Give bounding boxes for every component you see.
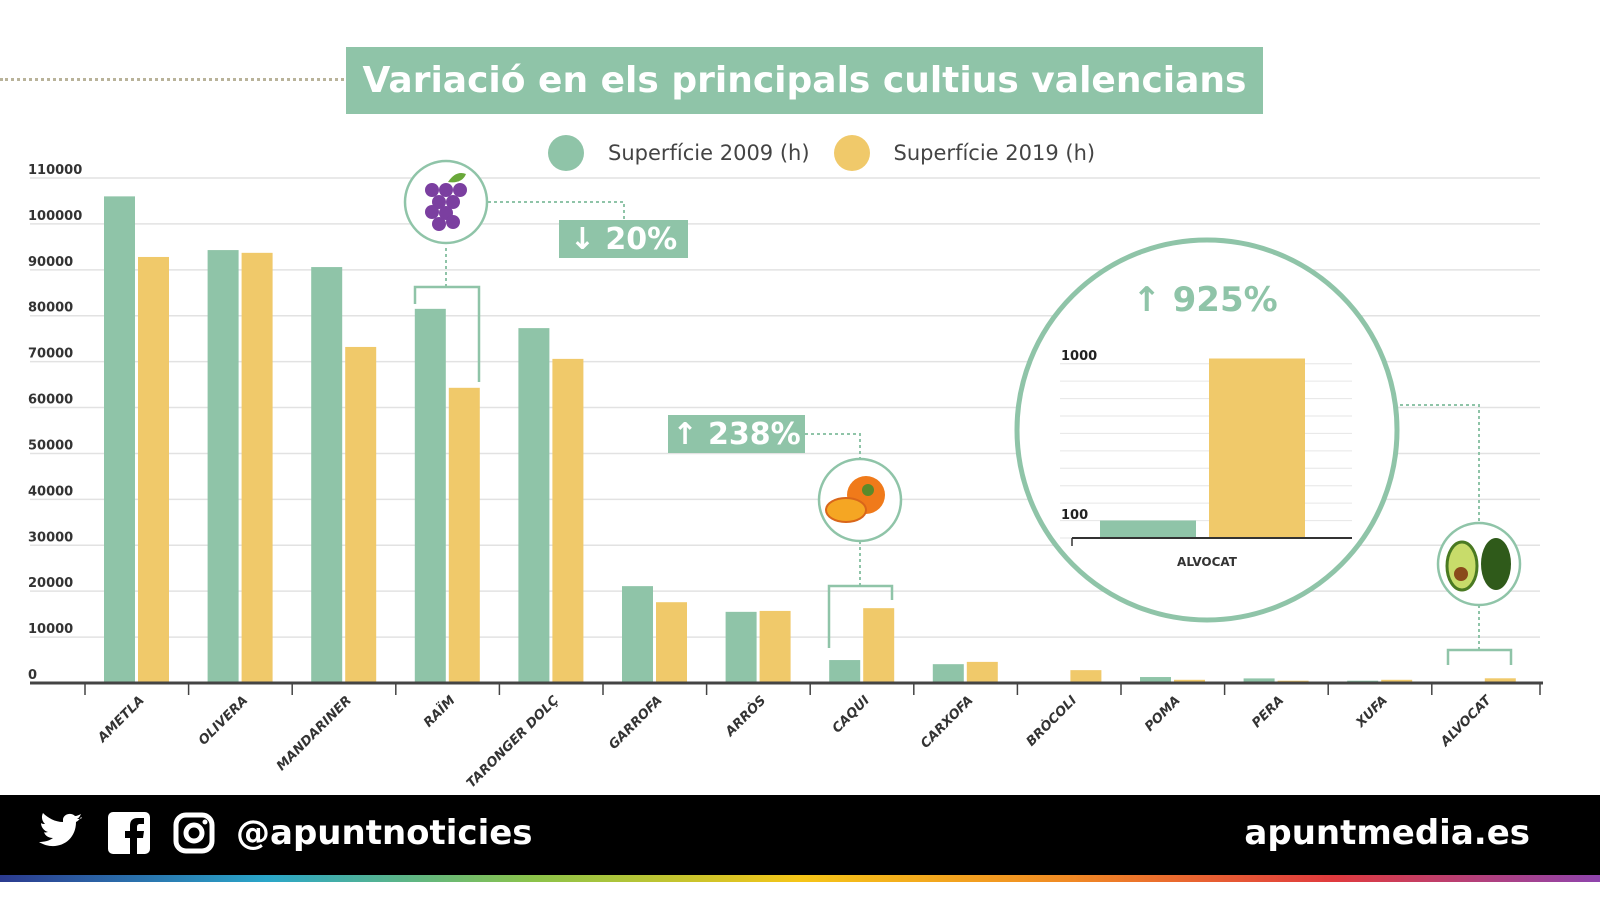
bar-2019 — [448, 387, 480, 683]
y-tick-label: 110000 — [28, 163, 82, 178]
website[interactable]: apuntmedia.es — [1244, 813, 1530, 853]
y-tick-label: 90000 — [28, 255, 73, 270]
bar-2019 — [345, 346, 377, 683]
avocado-icon — [1445, 538, 1511, 592]
inset-y-tick-label: 1000 — [1061, 349, 1097, 364]
grape — [446, 195, 460, 209]
legend-swatch-2019 — [833, 135, 870, 171]
inset-bar-2009 — [1100, 520, 1196, 538]
y-tick-label: 80000 — [28, 301, 73, 316]
y-tick-label: 40000 — [28, 484, 73, 499]
bar-2019 — [656, 602, 687, 683]
bar-2019 — [863, 608, 895, 683]
instagram-icon[interactable] — [173, 812, 215, 854]
bar-chart: 0 10000 20000 30000 40000 50000 60000 70000 8000… — [28, 159, 1543, 791]
legend-label-2009: Superfície 2009 (h) — [608, 141, 810, 165]
x-tick-label: RAÏM — [420, 692, 458, 730]
y-tick-label: 100000 — [28, 209, 82, 224]
x-tick-label: TARONGER DOLÇ — [464, 693, 562, 791]
x-tick-label: GARROFA — [606, 693, 665, 752]
annotation-raim-text: 20% — [605, 221, 678, 257]
annotation-alvocat: ↑ 925% — [1132, 280, 1278, 320]
grape — [425, 183, 439, 197]
bar-2019 — [138, 256, 169, 683]
avocado-half — [1445, 540, 1479, 592]
bar-2009 — [104, 196, 135, 683]
x-tick-label: ARRÒS — [721, 693, 769, 741]
grape — [439, 183, 453, 197]
bar-2009 — [932, 664, 964, 683]
footer: @apuntnoticies apuntmedia.es — [0, 795, 1600, 875]
annotation-raim: ↓ 20% — [559, 220, 688, 258]
grape — [446, 215, 460, 229]
bar-2019 — [1381, 679, 1413, 683]
y-tick-label: 70000 — [28, 347, 73, 362]
facebook-icon[interactable] — [108, 812, 150, 854]
y-tick-label: 0 — [28, 668, 37, 683]
annotation-alvocat-text: 925% — [1172, 280, 1278, 320]
bar-2009 — [1243, 678, 1275, 683]
persimmon-calyx — [862, 484, 874, 496]
persimmon-icon — [825, 476, 885, 523]
x-tick-label: CARXOFA — [918, 693, 976, 751]
x-tick-label: XUFA — [1353, 693, 1391, 731]
grape — [432, 217, 446, 231]
bar-2009 — [207, 250, 239, 683]
bar-2019 — [759, 610, 791, 683]
x-tick-label: AMETLA — [95, 693, 148, 746]
x-tick-label: CAQUI — [830, 693, 873, 736]
bar-2019 — [1484, 678, 1516, 683]
y-tick-label: 50000 — [28, 438, 73, 453]
x-tick-label: OLIVERA — [196, 693, 251, 748]
persimmon-half — [825, 497, 867, 523]
x-tick-label: ALVOCAT — [1437, 692, 1495, 750]
bar-2019 — [552, 358, 584, 683]
y-tick-label: 20000 — [28, 576, 73, 591]
bracket-alvocat — [1446, 648, 1513, 665]
grape — [453, 183, 467, 197]
grapes-icon — [425, 173, 467, 231]
connector-raim — [488, 201, 625, 220]
y-tick-label: 10000 — [28, 622, 73, 637]
bar-2019 — [1070, 670, 1102, 683]
bar-2009 — [414, 308, 446, 683]
decorative-dotted-line — [0, 78, 344, 81]
avocado-whole — [1481, 538, 1511, 590]
grape-leaf — [448, 173, 466, 183]
social-handle[interactable]: @apuntnoticies — [236, 813, 533, 853]
bar-2019 — [241, 252, 273, 683]
legend-label-2019: Superfície 2019 (h) — [893, 141, 1096, 165]
grape — [425, 205, 439, 219]
chart-title: Variació en els principals cultius valen… — [346, 47, 1263, 114]
x-tick-label: PERA — [1249, 693, 1287, 731]
bar-2009 — [622, 586, 653, 683]
avocado-pit — [1454, 567, 1468, 581]
bar-2009 — [829, 660, 861, 683]
annotation-caqui: ↑ 238% — [668, 415, 805, 453]
y-tick-label: 60000 — [28, 393, 73, 408]
inset-y-tick-label: 100 — [1061, 508, 1088, 523]
bar-2019 — [966, 661, 998, 683]
bar-2009 — [1140, 677, 1171, 683]
bar-2009 — [311, 267, 343, 683]
annotation-caqui-text: 238% — [707, 416, 801, 452]
rainbow-strip — [0, 875, 1600, 882]
x-tick-label: MANDARINER — [274, 693, 355, 774]
legend-swatch-2009 — [548, 135, 584, 171]
inset-x-label: ALVOCAT — [1177, 555, 1238, 569]
bar-2009 — [518, 328, 550, 683]
connector-alvocat — [1400, 404, 1480, 522]
twitter-icon[interactable] — [38, 813, 84, 853]
bar-2019 — [1174, 679, 1205, 683]
grape — [432, 195, 446, 209]
connector-caqui — [805, 433, 861, 458]
legend: Superfície 2009 (h) Superfície 2019 (h) — [548, 135, 1095, 171]
bar-2009 — [725, 611, 757, 683]
x-tick-label: BRÒCOLI — [1023, 692, 1080, 749]
x-tick-label: POMA — [1142, 693, 1183, 734]
y-tick-label: 30000 — [28, 530, 73, 545]
inset-bar-2019 — [1209, 358, 1305, 538]
